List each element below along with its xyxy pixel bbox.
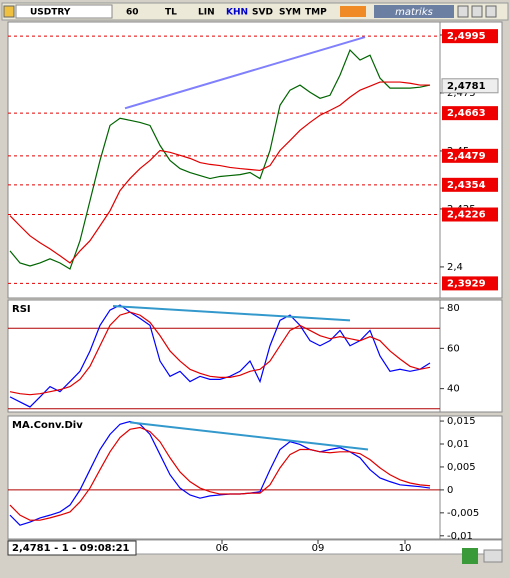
scroll-button[interactable] (483, 549, 503, 563)
scale[interactable]: LIN (198, 8, 215, 18)
window-button[interactable] (457, 5, 469, 18)
y-tick-label: -0,01 (447, 531, 473, 542)
panel (7, 415, 441, 540)
x-tick-label: 06 (216, 543, 229, 554)
level-label: 2,3929 (447, 278, 486, 289)
symbol-icon[interactable] (3, 5, 15, 18)
axis-panel (439, 415, 503, 540)
level-label: 2,4226 (447, 210, 486, 221)
level-label: 2,4354 (447, 180, 486, 191)
status-box (7, 540, 137, 556)
panel (7, 21, 441, 299)
panel-title: RSI (12, 304, 31, 315)
axis-panel (439, 299, 503, 413)
symbol-box[interactable] (15, 4, 113, 19)
price-box (441, 78, 499, 94)
y-tick-label: 80 (447, 303, 460, 314)
refresh-button[interactable] (462, 548, 478, 564)
brand-box (374, 5, 454, 18)
y-tick-label: 60 (447, 343, 460, 354)
level-box (442, 148, 498, 163)
panel (7, 299, 441, 413)
toolbar-item[interactable]: SVD (252, 8, 273, 18)
toolbar-item[interactable]: KHN (226, 8, 248, 18)
level-box (442, 276, 498, 291)
y-tick-label: 0,01 (447, 439, 469, 450)
period[interactable]: 60 (126, 8, 139, 18)
level-label: 2,4995 (447, 31, 486, 42)
level-box (442, 106, 498, 121)
brand: matriks (395, 7, 433, 18)
status: 2,4781 - 1 - 09:08:21 (12, 543, 130, 554)
y-tick-label: -0,005 (447, 508, 479, 519)
y-tick-label: 2,475 (447, 88, 476, 99)
toolbar-item[interactable]: SYM (279, 8, 301, 18)
toolbar-item[interactable]: TMP (305, 8, 327, 18)
x-tick-label: 09 (312, 543, 325, 554)
trendline (129, 421, 369, 451)
y-tick-label: 0 (447, 485, 453, 496)
price-label: 2,4781 (447, 81, 486, 92)
series-line (9, 81, 430, 264)
trendline (112, 305, 351, 322)
level-box (442, 207, 498, 222)
close-button[interactable] (485, 5, 497, 18)
symbol[interactable]: USDTRY (30, 8, 71, 18)
series-line (9, 426, 431, 521)
trendline (124, 36, 366, 110)
series-line (9, 311, 431, 396)
series-line (9, 420, 431, 526)
level-box (442, 29, 498, 44)
level-label: 2,4479 (447, 151, 486, 162)
level-box (442, 177, 498, 192)
y-tick-label: 2,4 (447, 262, 463, 273)
y-tick-label: 0,005 (447, 462, 476, 473)
x-tick-label: 10 (399, 543, 412, 554)
currency[interactable]: TL (165, 8, 177, 18)
series-line (9, 48, 431, 270)
y-tick-label: 0,015 (447, 416, 476, 427)
panel-title: MA.Conv.Div (12, 420, 83, 431)
y-tick-label: 40 (447, 384, 460, 395)
window-button[interactable] (471, 5, 483, 18)
color-button[interactable] (340, 6, 366, 17)
level-label: 2,4663 (447, 108, 486, 119)
